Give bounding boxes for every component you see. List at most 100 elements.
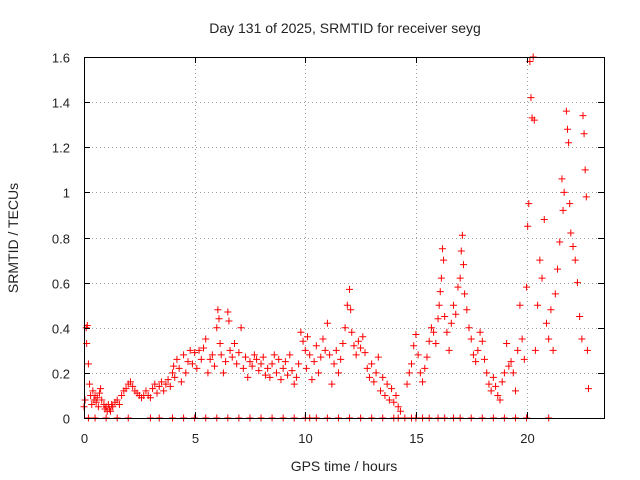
data-point xyxy=(219,369,227,377)
data-point xyxy=(195,346,203,354)
data-point xyxy=(542,319,550,327)
data-point xyxy=(419,378,427,386)
data-point xyxy=(191,349,199,357)
data-point xyxy=(202,335,210,343)
data-point xyxy=(551,290,559,298)
data-point xyxy=(257,360,265,368)
data-point xyxy=(97,385,105,393)
data-point xyxy=(377,387,385,395)
data-point xyxy=(503,340,511,348)
data-point xyxy=(151,380,159,388)
data-point xyxy=(93,394,101,402)
data-point xyxy=(514,346,522,354)
data-point xyxy=(569,243,577,251)
data-point xyxy=(208,351,216,359)
y-tick-label: 0.8 xyxy=(52,232,70,247)
data-point xyxy=(334,369,342,377)
data-point xyxy=(350,342,358,350)
data-point xyxy=(505,362,513,370)
data-point xyxy=(88,400,96,408)
data-point xyxy=(562,107,570,115)
data-point xyxy=(81,396,89,404)
data-point xyxy=(440,256,448,264)
data-point xyxy=(199,344,207,352)
data-point xyxy=(264,364,272,372)
data-point xyxy=(346,285,354,293)
data-point xyxy=(180,351,188,359)
y-tick-label: 1.4 xyxy=(52,96,70,111)
x-tick-label: 20 xyxy=(520,431,534,446)
data-point xyxy=(299,337,307,345)
data-point xyxy=(390,398,398,406)
data-point xyxy=(250,351,258,359)
data-point xyxy=(115,400,123,408)
data-point xyxy=(421,364,429,372)
data-point xyxy=(579,112,587,120)
y-tick-label: 0 xyxy=(63,412,70,427)
data-point xyxy=(281,358,289,366)
data-point xyxy=(277,376,285,384)
data-point xyxy=(246,358,254,366)
data-point xyxy=(485,380,493,388)
data-point xyxy=(547,306,555,314)
data-point xyxy=(225,317,233,325)
data-point xyxy=(211,362,219,370)
data-point xyxy=(149,385,157,393)
data-point xyxy=(459,261,467,269)
data-point xyxy=(425,337,433,345)
data-point xyxy=(516,301,524,309)
data-point xyxy=(330,360,338,368)
data-point xyxy=(184,358,192,366)
data-point xyxy=(193,364,201,372)
data-point xyxy=(222,358,230,366)
data-point xyxy=(474,346,482,354)
data-point xyxy=(581,166,589,174)
data-point xyxy=(273,369,281,377)
data-point xyxy=(279,364,287,372)
data-point xyxy=(86,380,94,388)
data-point xyxy=(248,362,256,370)
data-point xyxy=(578,335,586,343)
data-point xyxy=(107,407,115,415)
data-point xyxy=(368,360,376,368)
data-point xyxy=(310,358,318,366)
data-point xyxy=(363,364,371,372)
data-point xyxy=(556,238,564,246)
data-point xyxy=(259,353,267,361)
data-point xyxy=(454,283,462,291)
data-point xyxy=(388,385,396,393)
data-point xyxy=(113,396,121,404)
data-point xyxy=(337,355,345,363)
data-point xyxy=(483,369,491,377)
data-point xyxy=(447,319,455,327)
data-point xyxy=(175,364,183,372)
data-point xyxy=(549,346,557,354)
data-point xyxy=(567,229,575,237)
data-point xyxy=(478,337,486,345)
data-point xyxy=(423,353,431,361)
x-axis-label: GPS time / hours xyxy=(291,458,398,474)
data-point xyxy=(437,274,445,282)
data-point xyxy=(511,387,519,395)
data-point xyxy=(216,340,224,348)
data-point xyxy=(524,222,532,230)
data-point xyxy=(467,335,475,343)
data-point xyxy=(576,312,584,320)
data-point xyxy=(458,231,466,239)
data-point xyxy=(403,380,411,388)
data-point xyxy=(226,346,234,354)
data-point xyxy=(228,353,236,361)
data-point xyxy=(348,328,356,336)
data-point xyxy=(164,376,172,384)
data-point xyxy=(583,346,591,354)
data-point xyxy=(326,351,334,359)
data-point xyxy=(308,376,316,384)
data-point xyxy=(518,335,526,343)
data-point xyxy=(142,387,150,395)
data-point xyxy=(372,369,380,377)
data-point xyxy=(297,328,305,336)
data-point xyxy=(476,328,484,336)
data-point xyxy=(301,346,309,354)
data-point xyxy=(95,389,103,397)
